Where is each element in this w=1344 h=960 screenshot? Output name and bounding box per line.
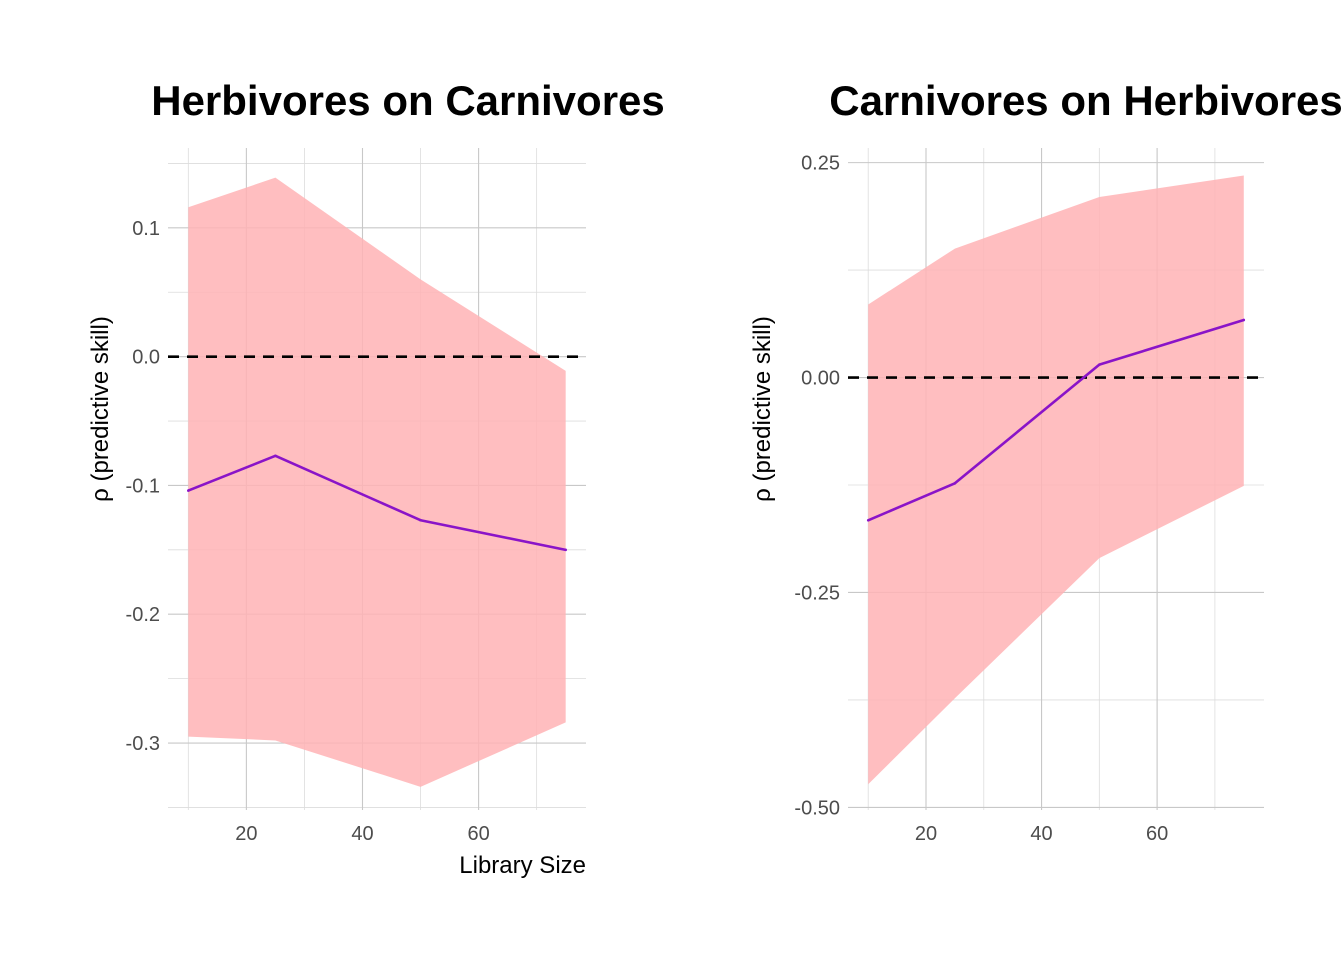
chart1-y-tick-label: -0.1 [126, 475, 160, 497]
chart1-data-point-0 [187, 489, 190, 492]
chart1-y-tick-label: 0.1 [132, 218, 160, 240]
chart1-data-point-3 [564, 548, 567, 552]
chart1-y-axis-title: ρ (predictive skill) [87, 316, 114, 502]
chart2-title: Carnivores on Herbivores [829, 77, 1343, 124]
chart1-y-tick-label: 0.0 [132, 347, 160, 369]
chart1: 0.1 0.0 -0.1 -0.2 -0.3 20 40 60 Herbivores on Ca… [87, 77, 665, 879]
chart2-y-tick-label: -0.25 [794, 582, 840, 604]
chart1-y-tick-label: -0.3 [126, 733, 160, 755]
chart2-data-point-2 [1098, 363, 1101, 366]
chart1-confidence-band [188, 177, 566, 787]
chart2-confidence-band [868, 175, 1244, 785]
chart2-y-tick-label: -0.50 [794, 797, 840, 819]
chart1-series-line [187, 454, 566, 552]
chart1-x-tick-label: 20 [235, 823, 257, 845]
chart1-title: Herbivores on Carnivores [151, 77, 665, 124]
chart2-y-tick-label: 0.25 [801, 153, 840, 175]
chart1-x-tick-label: 40 [351, 823, 373, 845]
chart2-data-point-0 [866, 518, 870, 522]
chart2-data-point-3 [1242, 318, 1246, 322]
chart1-data-point-1 [274, 454, 277, 458]
chart1-x-tick-label: 60 [467, 823, 489, 845]
chart1-y-tick-label: -0.2 [126, 604, 160, 626]
chart2-series-line [867, 318, 1245, 522]
chart2-data-point-1 [953, 481, 957, 485]
chart2-x-tick-label: 60 [1146, 823, 1168, 845]
chart2-y-tick-label: 0.00 [801, 368, 840, 390]
chart2-x-tick-label: 40 [1030, 823, 1052, 845]
chart1-data-point-2 [419, 518, 422, 522]
chart2-y-axis-title: ρ (predictive skill) [749, 316, 776, 502]
chart2: 0.25 0.00 -0.25 -0.50 20 40 60 Carnivores on He… [749, 77, 1343, 845]
chart1-x-axis-title: Library Size [459, 852, 586, 879]
chart2-x-tick-label: 20 [915, 823, 937, 845]
